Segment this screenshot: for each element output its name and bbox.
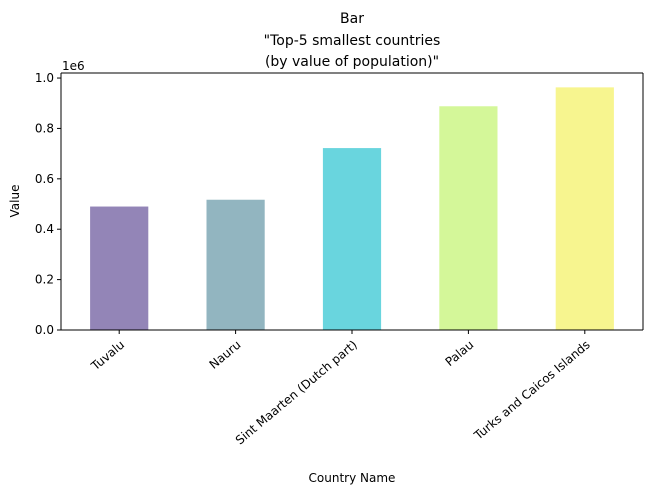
bar	[439, 106, 498, 331]
bar	[555, 87, 614, 331]
y-tick-label: 1.0	[35, 71, 54, 85]
bar	[90, 206, 149, 330]
x-tick-label: Nauru	[207, 338, 244, 372]
y-tick-label: 0.2	[35, 273, 54, 287]
chart-title-line-3: (by value of population)"	[265, 54, 439, 70]
y-axis-label: Value	[8, 185, 22, 218]
x-tick-label: Palau	[443, 338, 477, 370]
bar	[322, 148, 382, 330]
y-axis-offset-label: 1e6	[62, 59, 85, 73]
y-tick-label: 0.8	[35, 121, 54, 135]
y-tick-label: 0.6	[35, 172, 54, 186]
x-axis-label: Country Name	[309, 471, 396, 485]
y-tick-label: 0.0	[35, 323, 54, 337]
y-ticks-group: 0.0 0.2 0.4 0.6 0.8 1.0	[35, 71, 61, 337]
y-tick-label: 0.4	[35, 222, 54, 236]
chart-title-line-1: Bar	[340, 11, 364, 27]
x-tick-label: Turks and Caicos Islands	[471, 338, 593, 444]
bar	[206, 199, 265, 330]
x-tick-label: Sint Maarten (Dutch part)	[233, 338, 360, 448]
chart-title-line-2: "Top-5 smallest countries	[264, 33, 441, 49]
bars-group	[90, 87, 614, 331]
x-tick-label: Tuvalu	[88, 338, 127, 374]
